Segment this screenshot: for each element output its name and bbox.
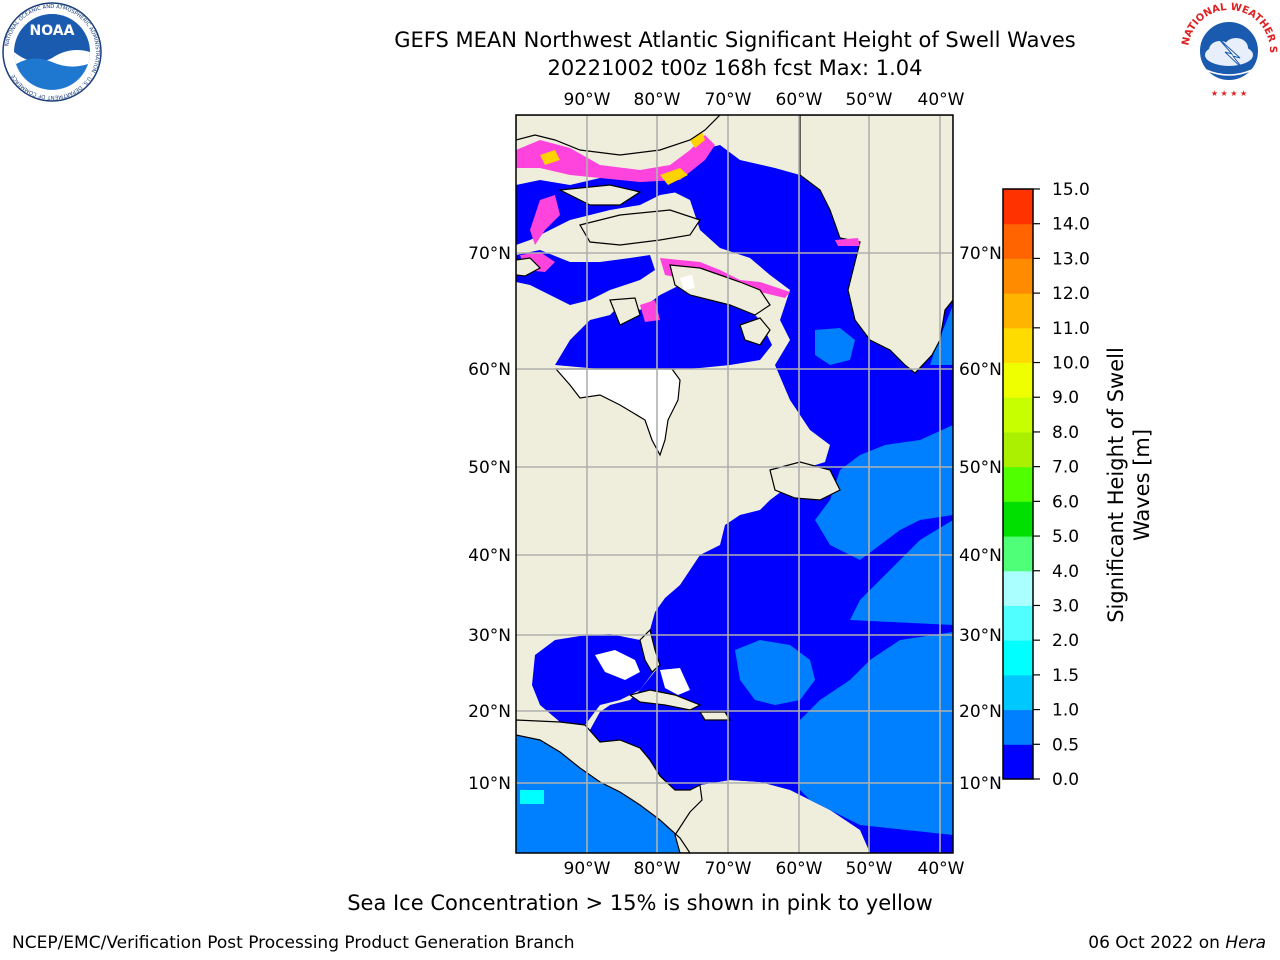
lat-label-right: 30°N [959, 626, 1002, 646]
lat-label-right: 60°N [959, 360, 1002, 380]
colorbar-tick-label: 11.0 [1052, 319, 1090, 339]
colorbar-segment [1003, 293, 1033, 329]
colorbar-segment [1003, 674, 1033, 711]
footer-date-text: 06 Oct 2022 on [1088, 933, 1226, 953]
colorbar-segment [1003, 640, 1033, 676]
colorbar-segment [1003, 605, 1033, 641]
lat-label-left: 20°N [468, 702, 511, 722]
colorbar-tick-label: 1.0 [1052, 701, 1079, 721]
colorbar-tick-label: 4.0 [1052, 562, 1079, 582]
lon-label-bottom: 40°W [918, 859, 965, 879]
colorbar [1003, 189, 1033, 780]
colorbar-tick-label: 0.5 [1052, 735, 1079, 755]
lon-label-bottom: 50°W [846, 859, 893, 879]
colorbar-segment [1003, 744, 1033, 780]
cuba [628, 689, 702, 711]
colorbar-tick-label: 12.0 [1052, 284, 1090, 304]
lon-label-top: 40°W [918, 90, 965, 110]
lon-label-top: 70°W [705, 90, 752, 110]
colorbar-segment [1003, 536, 1033, 572]
colorbar-tick-label: 8.0 [1052, 423, 1079, 443]
nws-logo: NATIONAL WEATHER SERVICE ★ ★ ★ ★ [1178, 0, 1278, 100]
lon-label-bottom: 90°W [564, 859, 611, 879]
lon-label-bottom: 80°W [634, 859, 681, 879]
lon-label-top: 90°W [564, 90, 611, 110]
colorbar-label-units: Waves [m] [1130, 429, 1154, 541]
colorbar-tick-label: 5.0 [1052, 527, 1079, 547]
lat-label-left: 50°N [468, 458, 511, 478]
lat-label-right: 70°N [959, 244, 1002, 264]
colorbar-tick-label: 10.0 [1052, 354, 1090, 374]
lon-label-top: 60°W [776, 90, 823, 110]
colorbar-segment [1003, 431, 1033, 468]
chart-subtitle: 20221002 t00z 168h fcst Max: 1.04 [547, 56, 923, 80]
colorbar-tick-label: 7.0 [1052, 458, 1079, 478]
colorbar-tick-label: 15.0 [1052, 180, 1090, 200]
colorbar-frame [1002, 188, 1034, 780]
swell-area-0.5-1.0 [815, 425, 953, 560]
lon-label-top: 50°W [846, 90, 893, 110]
hudson-bay [555, 285, 772, 370]
colorbar-segment [1003, 327, 1033, 364]
caribbean-sea [590, 700, 800, 790]
newfoundland [769, 461, 841, 501]
colorbar-tick-label: 3.0 [1052, 596, 1079, 616]
colorbar-segment [1003, 709, 1033, 745]
colorbar-tick-label: 14.0 [1052, 215, 1090, 235]
svg-text:NOAA: NOAA [30, 23, 75, 39]
lat-label-left: 60°N [468, 360, 511, 380]
noaa-logo: NOAA NATIONAL OCEANIC AND ATMOSPHERIC AD… [2, 2, 102, 102]
pacific-swell-patch [520, 790, 544, 804]
colorbar-segment [1003, 189, 1033, 225]
graticule [516, 115, 953, 853]
footer-host: Hera [1225, 933, 1266, 953]
footer-credit: NCEP/EMC/Verification Post Processing Pr… [12, 933, 575, 953]
map-frame [515, 114, 954, 854]
svg-text:★ ★ ★ ★: ★ ★ ★ ★ [1211, 89, 1247, 98]
lat-label-right: 40°N [959, 546, 1002, 566]
colorbar-tick-label: 0.0 [1052, 770, 1079, 790]
lat-label-right: 20°N [959, 702, 1002, 722]
colorbar-segment [1003, 501, 1033, 537]
lat-label-right: 10°N [959, 774, 1002, 794]
lat-label-left: 70°N [468, 244, 511, 264]
colorbar-tick-label: 1.5 [1052, 666, 1079, 686]
colorbar-tick-label: 13.0 [1052, 249, 1090, 269]
lon-label-top: 80°W [634, 90, 681, 110]
colorbar-tick-label: 2.0 [1052, 631, 1079, 651]
lon-label-bottom: 70°W [705, 859, 752, 879]
colorbar-segment [1003, 223, 1033, 259]
colorbar-tick-label: 6.0 [1052, 492, 1079, 512]
colorbar-segment [1003, 397, 1033, 433]
lon-label-bottom: 60°W [776, 859, 823, 879]
colorbar-label: Significant Height of Swell [1104, 347, 1128, 623]
footer-date: 06 Oct 2022 on Hera [1088, 933, 1266, 953]
sea-ice-note: Sea Ice Concentration > 15% is shown in … [347, 891, 933, 915]
lat-label-left: 10°N [468, 774, 511, 794]
lat-label-right: 50°N [959, 458, 1002, 478]
colorbar-tick-label: 9.0 [1052, 388, 1079, 408]
lat-label-left: 40°N [468, 546, 511, 566]
colorbar-segment [1003, 258, 1033, 294]
chart-title: GEFS MEAN Northwest Atlantic Significant… [394, 28, 1076, 52]
lat-label-left: 30°N [468, 626, 511, 646]
colorbar-segment [1003, 466, 1033, 502]
colorbar-segment [1003, 570, 1033, 606]
colorbar-segment [1003, 362, 1033, 398]
